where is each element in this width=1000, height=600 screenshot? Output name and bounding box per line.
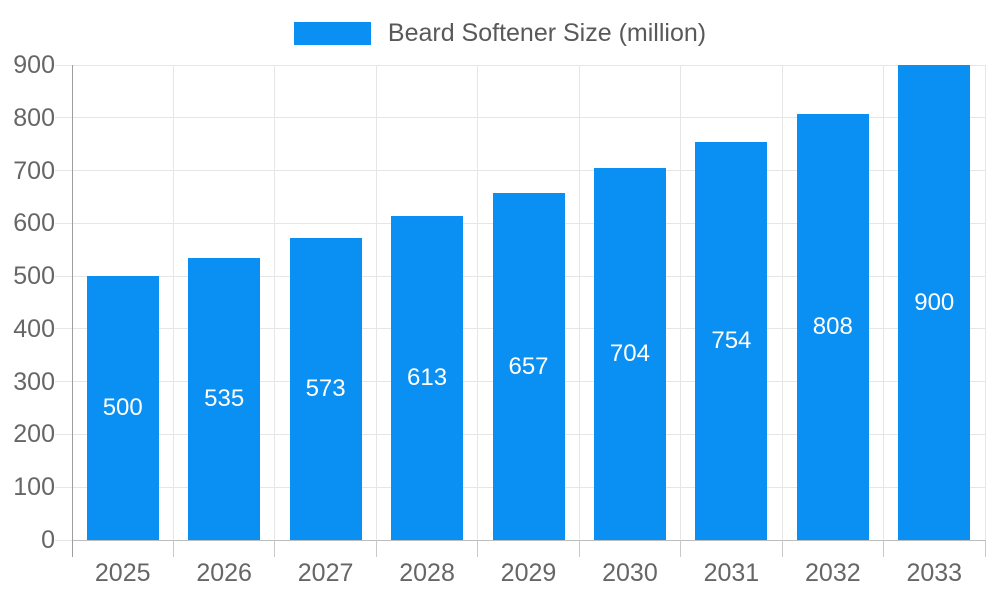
x-axis-tick bbox=[781, 540, 783, 557]
gridline-vertical bbox=[578, 65, 580, 540]
y-axis-tick bbox=[55, 539, 72, 541]
y-axis-tick bbox=[55, 381, 72, 383]
y-axis-tick-label: 600 bbox=[13, 209, 55, 238]
gridline-vertical bbox=[781, 65, 783, 540]
y-axis-tick-label: 200 bbox=[13, 420, 55, 449]
x-axis-tick bbox=[680, 540, 682, 557]
bar: 754 bbox=[695, 142, 768, 540]
bar: 657 bbox=[492, 193, 565, 540]
x-axis-tick-label: 2029 bbox=[500, 559, 557, 587]
gridline-vertical bbox=[680, 65, 682, 540]
bar-value-label: 657 bbox=[508, 352, 549, 380]
y-axis-tick bbox=[55, 64, 72, 66]
gridline-horizontal bbox=[72, 64, 985, 66]
y-axis: 0 100 200 300 400 500 600 700 800 900 bbox=[0, 0, 55, 600]
legend-swatch bbox=[293, 21, 371, 45]
gridline-horizontal bbox=[72, 170, 985, 172]
gridline-horizontal bbox=[72, 117, 985, 119]
y-axis-tick-label: 0 bbox=[41, 526, 55, 554]
chart-legend: Beard Softener Size (million) bbox=[0, 20, 1000, 46]
x-axis-tick bbox=[477, 540, 479, 557]
y-axis-tick-label: 300 bbox=[13, 367, 55, 396]
x-axis-tick bbox=[172, 540, 174, 557]
x-axis-tick bbox=[883, 540, 885, 557]
y-axis-tick-label: 900 bbox=[13, 51, 55, 79]
bar: 808 bbox=[796, 113, 869, 540]
bar: 573 bbox=[289, 237, 362, 540]
y-axis-tick bbox=[55, 117, 72, 119]
x-axis-tick-label: 2026 bbox=[196, 559, 252, 587]
gridline-vertical bbox=[375, 65, 377, 540]
gridline-vertical bbox=[274, 65, 276, 540]
x-axis-tick-label: 2027 bbox=[297, 559, 354, 587]
y-axis-tick-label: 700 bbox=[13, 156, 55, 185]
y-axis-tick bbox=[55, 486, 72, 488]
x-axis-tick-label: 2031 bbox=[703, 559, 760, 587]
bar-value-label: 500 bbox=[102, 394, 143, 422]
y-axis-tick bbox=[55, 222, 72, 224]
x-axis-tick bbox=[578, 540, 580, 557]
x-axis-tick-label: 2025 bbox=[94, 559, 151, 587]
y-axis-line bbox=[72, 65, 73, 557]
gridline-vertical bbox=[984, 65, 986, 540]
gridline-vertical bbox=[477, 65, 479, 540]
y-axis-tick bbox=[55, 170, 72, 172]
bar: 613 bbox=[391, 216, 464, 540]
x-axis-tick bbox=[274, 540, 276, 557]
gridline-vertical bbox=[172, 65, 174, 540]
y-axis-tick-label: 400 bbox=[13, 314, 55, 343]
bar-value-label: 613 bbox=[407, 364, 448, 392]
x-axis-baseline bbox=[72, 539, 985, 541]
x-axis-tick-label: 2030 bbox=[602, 559, 658, 587]
y-axis-tick-label: 100 bbox=[13, 473, 55, 502]
y-axis-tick-label: 800 bbox=[13, 103, 55, 132]
bar: 900 bbox=[898, 65, 971, 540]
bar-value-label: 573 bbox=[305, 374, 346, 402]
plot-area: 500 535 573 613 657 704 754 808 900 bbox=[55, 64, 986, 557]
x-axis-tick bbox=[375, 540, 377, 557]
gridline-vertical bbox=[883, 65, 885, 540]
bar: 500 bbox=[86, 276, 159, 540]
bar-value-label: 704 bbox=[609, 340, 650, 368]
bar-value-label: 754 bbox=[711, 327, 752, 355]
y-axis-tick-label: 500 bbox=[13, 262, 55, 291]
bar-value-label: 900 bbox=[914, 288, 955, 316]
x-axis-tick-label: 2028 bbox=[399, 559, 455, 587]
y-axis-tick bbox=[55, 328, 72, 330]
y-axis-tick bbox=[55, 275, 72, 277]
x-axis-tick-label: 2032 bbox=[805, 559, 861, 587]
x-axis: 2025 2026 2027 2028 2029 2030 2031 2032 2033 bbox=[72, 558, 985, 590]
y-axis-tick bbox=[55, 433, 72, 435]
bar: 704 bbox=[593, 168, 666, 540]
bar-value-label: 808 bbox=[812, 312, 853, 340]
bar: 535 bbox=[188, 257, 261, 540]
bar-value-label: 535 bbox=[204, 384, 245, 412]
x-axis-tick-label: 2033 bbox=[906, 559, 963, 587]
x-axis-tick bbox=[984, 540, 986, 557]
legend-label: Beard Softener Size (million) bbox=[387, 19, 707, 47]
